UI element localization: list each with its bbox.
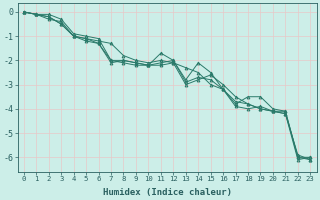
X-axis label: Humidex (Indice chaleur): Humidex (Indice chaleur)	[103, 188, 232, 197]
